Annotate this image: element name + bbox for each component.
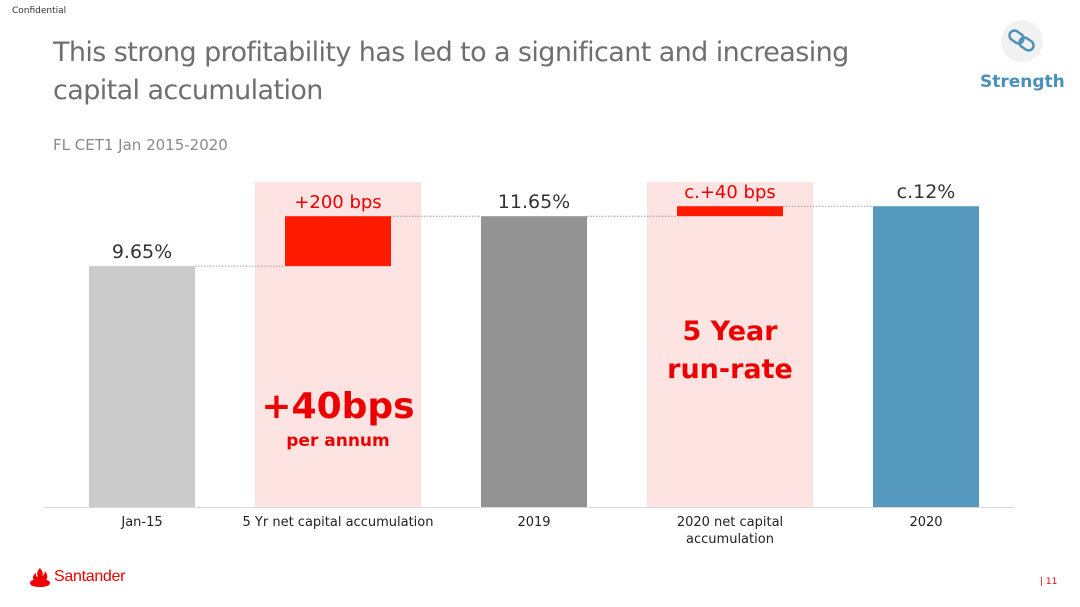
category-label: 2020 net capital (677, 515, 783, 530)
data-label: c.12% (897, 181, 956, 203)
bar-increment (677, 206, 783, 217)
chain-link-icon (1008, 29, 1035, 52)
bar (481, 216, 587, 507)
highlight-panel (647, 182, 813, 507)
bar-increment (285, 216, 391, 267)
category-label: accumulation (686, 532, 774, 547)
annotation-line: 5 Year (682, 316, 778, 347)
badge-label: Strength (980, 72, 1065, 92)
category-label: 2019 (517, 515, 550, 530)
data-label: +200 bps (294, 192, 381, 213)
data-label: 9.65% (112, 241, 172, 263)
annotation-main: +40bps (261, 386, 414, 427)
data-label: c.+40 bps (684, 182, 776, 203)
chart-subtitle: FL CET1 Jan 2015-2020 (53, 136, 228, 154)
confidential-label: Confidential (12, 6, 67, 16)
page-number: | 11 (1040, 577, 1058, 587)
bar (89, 266, 195, 507)
page-title: This strong profitability has led to a s… (53, 37, 849, 106)
bar (873, 206, 979, 507)
brand-name: Santander (54, 568, 126, 585)
category-label: Jan-15 (120, 515, 162, 530)
strength-badge: Strength (980, 18, 1065, 98)
annotation-line: run-rate (667, 354, 793, 385)
flame-icon (30, 568, 50, 587)
santander-logo: Santander (30, 566, 125, 588)
category-label: 5 Yr net capital accumulation (243, 515, 434, 530)
annotation-sub: per annum (286, 431, 390, 451)
data-label: 11.65% (498, 191, 570, 213)
category-label: 2020 (909, 515, 942, 530)
